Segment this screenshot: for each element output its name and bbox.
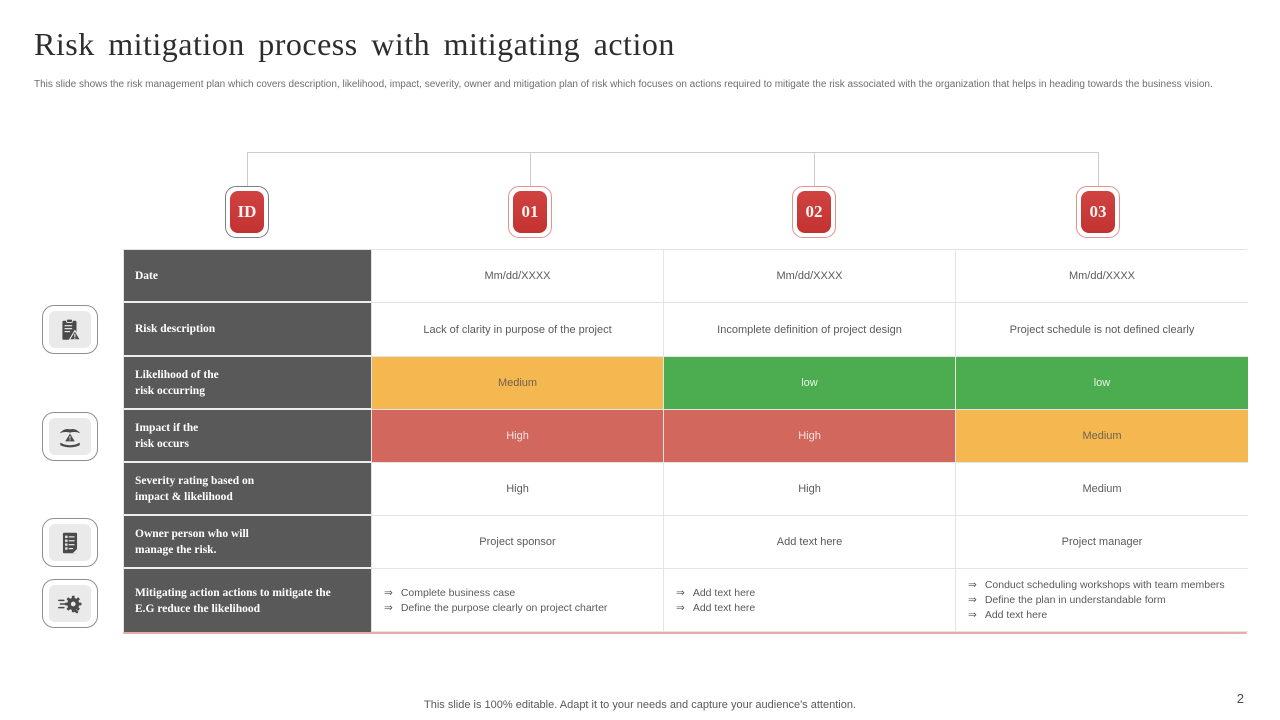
badge-03: 03 — [1076, 186, 1120, 238]
page-title: Risk mitigation process with mitigating … — [34, 26, 675, 62]
table-data-cell: ⇒ Conduct scheduling workshops with team … — [955, 569, 1248, 632]
table-data-cell: Mm/dd/XXXX — [663, 250, 955, 303]
table-label-cell: Risk description — [124, 303, 371, 357]
table-data-cell: Medium — [955, 463, 1248, 516]
risk-table: Date Mm/dd/XXXX Mm/dd/XXXX Mm/dd/XXXX Risk d… — [123, 249, 1248, 634]
badge-id: ID — [225, 186, 269, 238]
arrow-bullet-icon: ⇒ — [968, 579, 977, 591]
table-data-cell: Mm/dd/XXXX — [371, 250, 663, 303]
table-data-cell: Project schedule is not defined clearly — [955, 303, 1248, 357]
table-label-cell: Likelihood of the risk occurring — [124, 357, 371, 410]
table-label-cell: Mitigating action actions to mitigate th… — [124, 569, 371, 632]
mitigation-list-text: Add text here — [692, 601, 756, 614]
mitigation-list-text: Conduct scheduling workshops with team m… — [984, 579, 1225, 591]
connector-drop-line-03 — [1098, 152, 1099, 186]
table-data-cell: Project manager — [955, 516, 1248, 569]
table-data-cell: Medium — [955, 410, 1248, 463]
table-data-cell: Medium — [371, 357, 663, 410]
connector-drop-line-02 — [814, 152, 815, 186]
page-number: 2 — [1236, 691, 1244, 706]
connector-drop-line-01 — [530, 152, 531, 186]
footer-note: This slide is 100% editable. Adapt it to… — [424, 699, 856, 711]
table-data-cell: low — [955, 357, 1248, 410]
table-data-cell: High — [371, 463, 663, 516]
arrow-bullet-icon: ⇒ — [968, 594, 977, 606]
arrow-bullet-icon: ⇒ — [676, 601, 685, 614]
table-data-cell: Lack of clarity in purpose of the projec… — [371, 303, 663, 357]
connector-drop-line-id — [247, 152, 248, 186]
mitigation-list-text: Add text here — [692, 586, 756, 599]
table-label-cell: Date — [124, 250, 371, 303]
mitigation-list-item: ⇒ Complete business case — [384, 586, 515, 600]
table-data-cell: High — [371, 410, 663, 463]
table-label-cell: Severity rating based on impact & likeli… — [124, 463, 371, 516]
mitigation-list-text: Define the plan in understandable form — [984, 594, 1166, 606]
mitigation-list-text: Define the purpose clearly on project ch… — [400, 601, 608, 614]
mitigation-list-text: Complete business case — [400, 586, 516, 599]
table-data-cell: ⇒ Complete business case ⇒ Define the purpo… — [371, 569, 663, 632]
hand-warning-icon — [42, 412, 98, 461]
table-data-cell: low — [663, 357, 955, 410]
mitigation-list-item: ⇒ Add text here — [968, 608, 1047, 622]
arrow-bullet-icon: ⇒ — [676, 586, 685, 599]
gear-action-icon — [42, 579, 98, 628]
clipboard-risk-icon — [42, 305, 98, 354]
badge-03-label: 03 — [1081, 191, 1115, 233]
badge-id-label: ID — [230, 191, 264, 233]
page-subtitle: This slide shows the risk management pla… — [34, 79, 1213, 90]
table-label-cell: Impact if the risk occurs — [124, 410, 371, 463]
badge-02-label: 02 — [797, 191, 831, 233]
connector-horizontal-line — [247, 152, 1098, 153]
badge-01-label: 01 — [513, 191, 547, 233]
table-label-cell: Owner person who will manage the risk. — [124, 516, 371, 569]
arrow-bullet-icon: ⇒ — [384, 601, 393, 614]
table-data-cell: Incomplete definition of project design — [663, 303, 955, 357]
arrow-bullet-icon: ⇒ — [384, 586, 393, 599]
badge-01: 01 — [508, 186, 552, 238]
table-data-cell: Mm/dd/XXXX — [955, 250, 1248, 303]
mitigation-list-item: ⇒ Define the purpose clearly on project c… — [384, 601, 607, 615]
table-data-cell: High — [663, 410, 955, 463]
checklist-icon — [42, 518, 98, 567]
table-data-cell: High — [663, 463, 955, 516]
table-data-cell: ⇒ Add text here ⇒ Add text here — [663, 569, 955, 632]
mitigation-list-item: ⇒ Define the plan in understandable form — [968, 593, 1166, 607]
table-data-cell: Project sponsor — [371, 516, 663, 569]
arrow-bullet-icon: ⇒ — [968, 609, 977, 621]
mitigation-list-item: ⇒ Add text here — [676, 601, 755, 615]
badge-02: 02 — [792, 186, 836, 238]
mitigation-list-item: ⇒ Add text here — [676, 586, 755, 600]
mitigation-list-text: Add text here — [984, 609, 1048, 621]
table-data-cell: Add text here — [663, 516, 955, 569]
mitigation-list-item: ⇒ Conduct scheduling workshops with team … — [968, 578, 1225, 592]
